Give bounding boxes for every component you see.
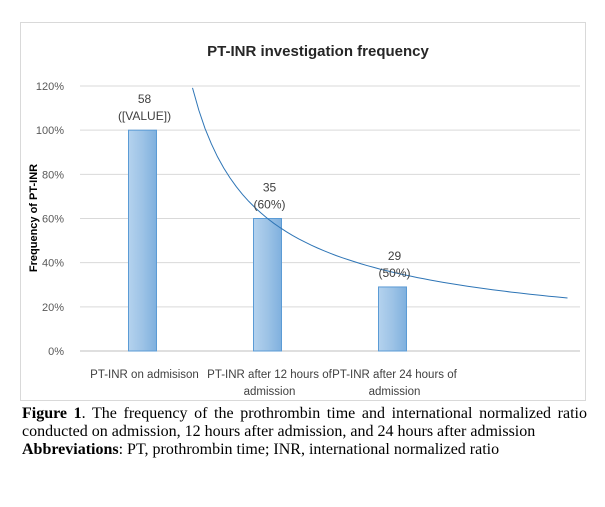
abbreviations-label: Abbreviations xyxy=(22,441,119,458)
abbreviations-text: Abbreviations: PT, prothrombin time; INR… xyxy=(22,441,587,459)
bar xyxy=(378,286,407,352)
abbreviations-description: : PT, prothrombin time; INR, internation… xyxy=(118,441,500,458)
data-label-count: 29 xyxy=(388,249,402,263)
figure-caption: Figure 1. The frequency of the prothromb… xyxy=(22,405,587,459)
y-axis-label: Frequency of PT-INR xyxy=(28,164,40,272)
data-label-percent: (60%) xyxy=(253,198,285,212)
bar xyxy=(253,218,282,352)
data-label-percent: ([VALUE]) xyxy=(118,109,171,123)
y-tick-label: 0% xyxy=(48,346,64,358)
y-tick-label: 80% xyxy=(42,169,64,181)
data-label-count: 35 xyxy=(263,181,277,195)
y-tick-label: 100% xyxy=(36,125,64,137)
y-tick-label: 40% xyxy=(42,258,64,270)
bar xyxy=(128,129,157,352)
chart-frame xyxy=(20,22,586,401)
x-tick-label: PT-INR on admisison xyxy=(90,369,199,381)
figure-caption-text: Figure 1. The frequency of the prothromb… xyxy=(22,405,587,441)
x-tick-label: admission xyxy=(244,386,296,398)
y-tick-label: 20% xyxy=(42,302,64,314)
y-tick-label: 60% xyxy=(42,214,64,226)
x-tick-label: PT-INR after 24 hours of xyxy=(332,369,457,381)
x-tick-label: admission xyxy=(369,386,421,398)
figure-label: Figure 1 xyxy=(22,405,82,422)
trendline xyxy=(192,87,568,299)
chart-title: PT-INR investigation frequency xyxy=(207,43,429,60)
data-label-count: 58 xyxy=(138,92,152,106)
x-tick-label: PT-INR after 12 hours of xyxy=(207,369,332,381)
data-label-percent: (50%) xyxy=(378,266,410,280)
bar-chart: PT-INR investigation frequency Frequency… xyxy=(28,43,580,398)
figure-description: . The frequency of the prothrombin time … xyxy=(22,405,587,440)
y-tick-label: 120% xyxy=(36,81,64,93)
